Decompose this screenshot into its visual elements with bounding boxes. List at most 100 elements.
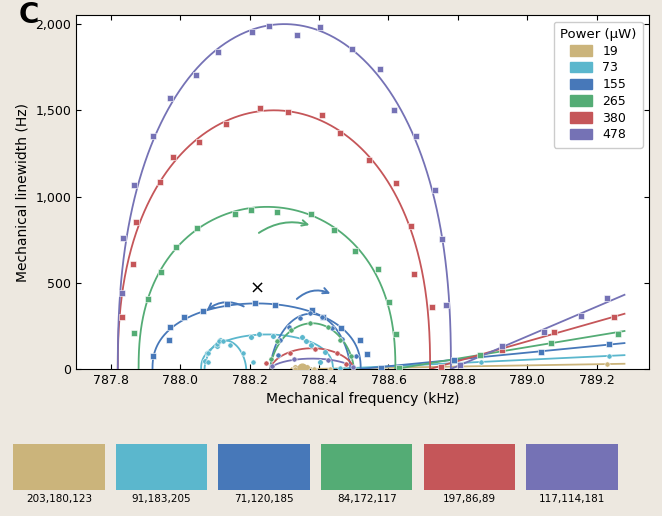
Point: [246, 206, 256, 215]
Point: [213, 48, 223, 56]
Point: [474, 351, 485, 360]
Point: [374, 65, 385, 73]
Point: [290, 364, 301, 373]
Point: [268, 332, 279, 340]
Point: [167, 153, 178, 161]
Point: [430, 186, 440, 195]
Point: [222, 300, 232, 309]
Point: [411, 132, 422, 140]
Point: [346, 352, 356, 360]
Point: [272, 336, 283, 345]
Point: [224, 341, 235, 349]
Point: [376, 364, 387, 372]
Point: [389, 106, 399, 115]
Point: [496, 342, 507, 350]
Point: [306, 341, 316, 349]
Point: [436, 363, 447, 372]
Point: [323, 356, 334, 364]
Point: [211, 340, 222, 348]
Point: [203, 349, 214, 357]
Point: [545, 338, 556, 347]
Point: [129, 181, 140, 189]
Point: [285, 326, 296, 334]
Point: [497, 346, 508, 354]
Point: [305, 309, 316, 317]
Text: 197,86,89: 197,86,89: [443, 494, 496, 504]
Point: [254, 330, 265, 338]
Text: C: C: [19, 2, 39, 29]
Point: [335, 335, 346, 344]
Point: [128, 329, 139, 337]
Point: [247, 27, 258, 36]
Point: [608, 313, 619, 321]
Point: [211, 342, 222, 350]
Point: [393, 364, 404, 372]
Point: [372, 265, 383, 273]
Legend: 19, 73, 155, 265, 380, 478: 19, 73, 155, 265, 380, 478: [553, 22, 643, 148]
Point: [265, 355, 276, 363]
Point: [117, 288, 128, 297]
Point: [283, 108, 293, 117]
Point: [314, 23, 325, 31]
Point: [408, 270, 419, 278]
Point: [264, 22, 275, 30]
Point: [604, 340, 614, 348]
Point: [335, 364, 346, 372]
Point: [307, 210, 317, 218]
Point: [613, 330, 624, 338]
Point: [351, 352, 361, 360]
Point: [179, 313, 189, 321]
Point: [165, 94, 175, 102]
Point: [130, 218, 141, 226]
Point: [148, 351, 158, 360]
Point: [248, 358, 258, 366]
Point: [317, 312, 328, 320]
Point: [295, 314, 306, 322]
Point: [199, 357, 210, 365]
Point: [289, 356, 300, 364]
Point: [261, 359, 271, 367]
Point: [143, 295, 154, 303]
Point: [476, 358, 487, 366]
Point: [305, 319, 316, 328]
Point: [536, 347, 546, 356]
Point: [346, 45, 357, 53]
Point: [363, 156, 374, 164]
Point: [171, 243, 181, 251]
Point: [255, 104, 265, 112]
Point: [310, 345, 320, 353]
Point: [273, 350, 283, 359]
Point: [326, 324, 337, 332]
Point: [307, 307, 317, 315]
Point: [348, 363, 359, 371]
Text: 84,172,117: 84,172,117: [337, 494, 397, 504]
Point: [271, 208, 282, 216]
Point: [362, 350, 373, 358]
Point: [221, 120, 232, 128]
Point: [250, 298, 260, 307]
Point: [118, 234, 128, 243]
Point: [191, 71, 201, 79]
Point: [355, 336, 365, 344]
Point: [320, 348, 330, 356]
Point: [214, 337, 224, 345]
Text: 91,183,205: 91,183,205: [132, 494, 191, 504]
Point: [165, 322, 175, 331]
Point: [267, 362, 277, 370]
Point: [449, 356, 459, 364]
Point: [246, 333, 256, 342]
Text: 71,120,185: 71,120,185: [234, 494, 294, 504]
Point: [336, 324, 347, 332]
X-axis label: Mechanical frequency (kHz): Mechanical frequency (kHz): [265, 392, 459, 407]
Point: [202, 349, 213, 358]
Point: [406, 222, 416, 231]
Point: [337, 335, 348, 343]
Point: [601, 294, 612, 302]
Point: [332, 349, 342, 357]
Point: [576, 312, 587, 320]
Point: [325, 365, 336, 373]
Point: [297, 364, 307, 372]
Point: [193, 138, 204, 146]
Point: [308, 364, 319, 373]
Point: [335, 130, 346, 138]
